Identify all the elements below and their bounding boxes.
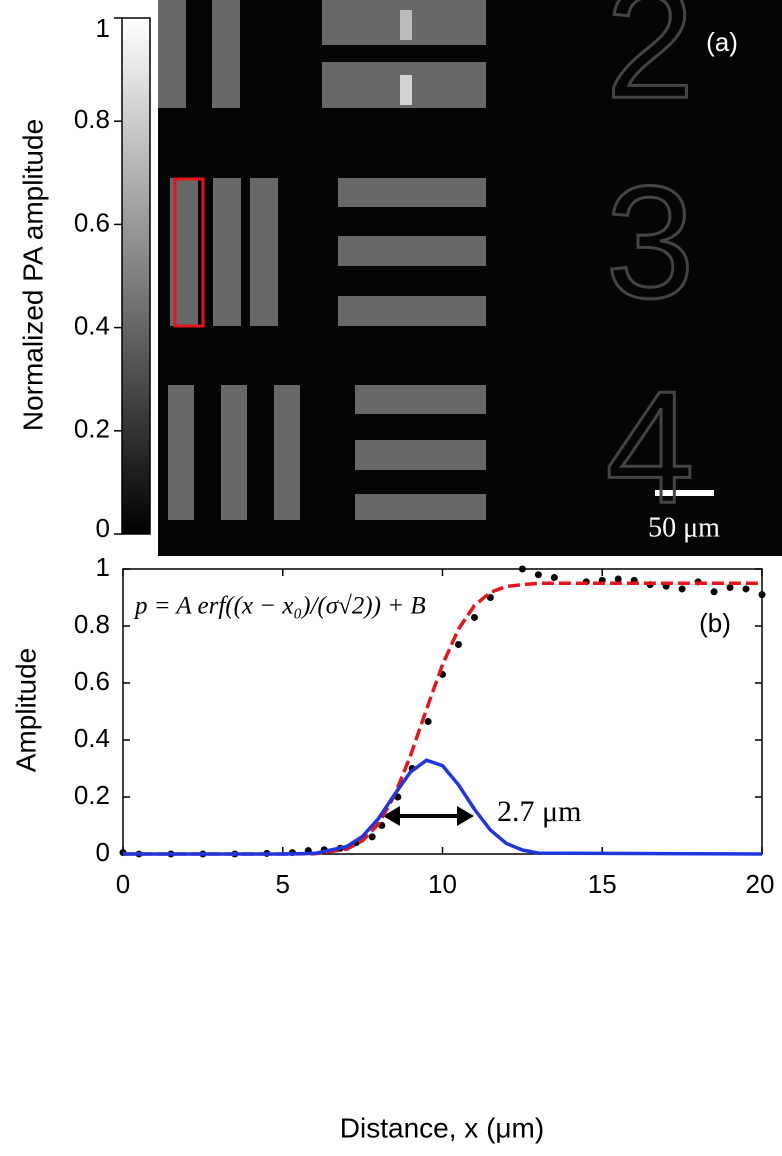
roi-box	[173, 177, 205, 328]
x-tick-label: 10	[428, 869, 457, 899]
data-point	[710, 588, 718, 596]
target-digit: 3	[606, 152, 695, 331]
data-point	[518, 565, 526, 573]
y-tick-label: 0.6	[74, 666, 110, 696]
data-point	[758, 591, 766, 599]
data-point	[454, 641, 462, 649]
formula: p = A erf((x − x₀)/(σ√2)) + B	[133, 593, 426, 620]
y-tick-label: 0	[96, 837, 110, 867]
x-tick-label: 20	[746, 869, 775, 899]
x-tick-label: 0	[116, 869, 130, 899]
colorbar-tick-label: 0.4	[74, 310, 110, 340]
data-point	[368, 833, 376, 841]
fit-curve	[123, 581, 762, 856]
colorbar-tick-label: 0.2	[74, 414, 110, 444]
y-tick-label: 0.8	[74, 609, 110, 639]
panel-a-image	[158, 0, 782, 556]
x-axis-label: Distance, x (μm)	[340, 1112, 544, 1143]
scale-bar-label: 50 μm	[648, 512, 720, 543]
y-tick-label: 0.2	[74, 780, 110, 810]
data-point	[534, 571, 542, 579]
data-point	[614, 575, 622, 583]
y-axis-label: Amplitude	[10, 648, 41, 773]
data-point	[424, 717, 432, 725]
colorbar	[121, 17, 151, 535]
x-tick-label: 15	[588, 869, 617, 899]
data-point	[550, 574, 558, 582]
colorbar-tick-label: 1	[96, 13, 110, 43]
target-digit: 2	[606, 0, 695, 131]
colorbar-label: Normalized PA amplitude	[17, 119, 48, 431]
psf-curve	[123, 758, 763, 856]
annotation: 2.7 μm	[497, 795, 581, 828]
colorbar-tick-label: 0.8	[74, 104, 110, 134]
target-digit: 4	[606, 357, 695, 536]
data-point	[678, 585, 686, 593]
data-point	[470, 613, 478, 621]
panel-label: (b)	[699, 608, 731, 638]
data-point	[742, 585, 750, 593]
y-tick-label: 0.4	[74, 723, 110, 753]
y-tick-label: 1	[96, 552, 110, 582]
panel-label: (a)	[706, 27, 738, 57]
x-tick-label: 5	[276, 869, 290, 899]
data-point	[726, 584, 734, 592]
colorbar-tick-label: 0.6	[74, 207, 110, 237]
colorbar-tick-label: 0	[96, 513, 110, 543]
fwhm-arrow	[383, 806, 474, 826]
